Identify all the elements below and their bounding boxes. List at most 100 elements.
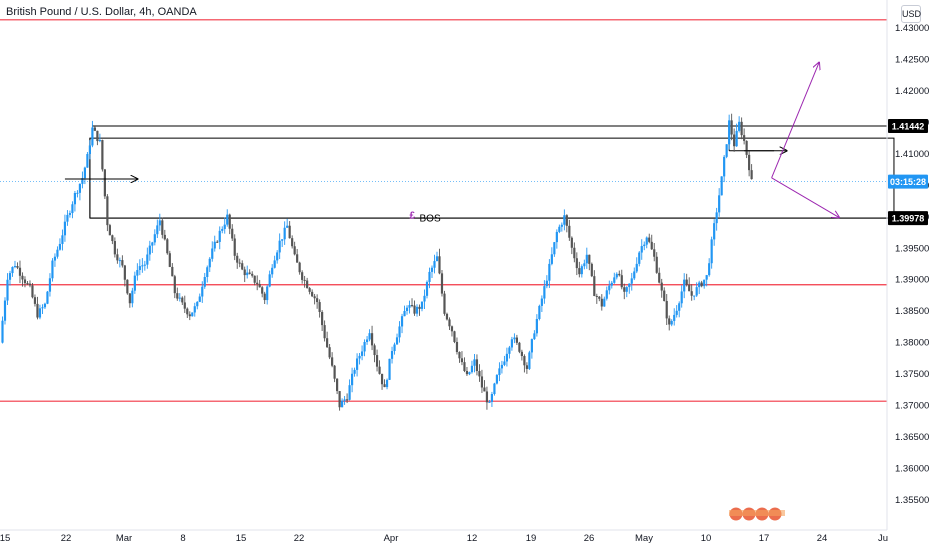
candle-body [296,254,299,263]
candle-body [615,273,618,278]
candle-body [93,127,96,131]
candle-body [113,241,116,255]
candle-body [151,242,154,246]
price-tick: 1.35500 [895,495,929,506]
candle-body [723,156,726,177]
candle-body [206,267,209,277]
candle-body [415,306,419,314]
price-axis[interactable]: 1.430001.425001.420001.415001.410001.405… [895,23,929,506]
candle-body [465,370,469,375]
candle-body [743,135,746,141]
candle-body [558,226,561,232]
annotations: BOS £ [64,63,839,225]
time-tick: Apr [384,533,399,544]
candle-body [430,267,434,272]
candle-body [638,252,641,264]
candle-body [123,265,126,280]
candle-body [61,235,64,244]
candle-body [71,204,74,214]
candle-body [663,290,666,301]
candle-body [655,256,658,273]
candle-body [585,254,588,264]
candle-body [703,279,706,287]
candle-body [323,325,326,339]
candle-body [11,267,14,274]
candle-body [410,305,414,307]
candle-body [146,254,149,265]
candle-body [53,256,57,261]
candle-body [463,362,466,371]
countdown-label: 03:15:28 [890,177,926,187]
candle-body [590,263,593,277]
candle-body [705,275,708,280]
candle-body [133,275,136,291]
candle-body [306,280,309,289]
candle-body [470,365,474,373]
candle-body [161,220,164,235]
candle-body [568,225,571,238]
time-tick: 8 [180,533,185,544]
candle-body [523,356,526,366]
candle-body [51,260,54,279]
candle-body [513,337,516,340]
candle-body [153,234,156,243]
candle-body [380,373,384,385]
candle-body [438,256,441,274]
candle-body [633,271,636,279]
candle-body [121,260,124,266]
candle-body [148,245,151,255]
candle-body [281,239,284,241]
candle-body [363,341,366,352]
candle-body [440,273,444,294]
currency-button[interactable]: USD [901,5,921,23]
candle-body [73,192,77,205]
candle-body [276,252,279,261]
candle-body [425,281,429,296]
candle-body [730,120,733,135]
candle-body [515,337,518,343]
candle-body [355,358,359,370]
candle-body [286,225,289,228]
candle-body [328,347,331,358]
candle-body [16,266,19,268]
candle-body [338,391,341,408]
candle-body [303,279,306,281]
candle-body [448,319,451,327]
candle-body [545,280,548,287]
candle-body [166,239,169,254]
projection-arrow [771,177,839,218]
price-tick: 1.37500 [895,369,929,380]
candle-body [665,300,668,319]
candle-body [56,249,59,257]
candle-body [68,213,72,215]
candle-body [283,227,286,240]
candle-body [628,283,631,288]
time-axis[interactable]: 15 22 Mar 8 15 22 Apr 12 19 26 May 10 17 24 Ju [0,533,888,544]
candle-body [308,288,311,292]
candle-body [728,120,731,145]
candle-body [433,261,436,268]
demand-zone [0,125,895,219]
candle-body [236,255,239,263]
price-label-lower: 1.39978 [892,214,925,224]
candle-body [31,285,34,298]
candle-body [550,254,553,264]
candle-body [26,283,29,285]
candle-body [163,234,166,240]
candle-body [301,272,304,280]
candle-body [555,231,558,243]
candle-body [603,298,606,307]
candle-body [196,301,199,307]
candle-body [398,326,401,338]
candle-body [375,355,379,367]
price-labels: 1.41442 1.39978 03:15:28 [888,119,928,226]
time-tick: 17 [759,533,770,544]
candle-body [256,282,259,285]
candle-body [443,293,446,314]
price-tick: 1.41000 [895,149,929,160]
candle-body [336,378,339,392]
candle-body [13,266,17,268]
candle-body [8,273,12,280]
candle-body [715,212,718,224]
